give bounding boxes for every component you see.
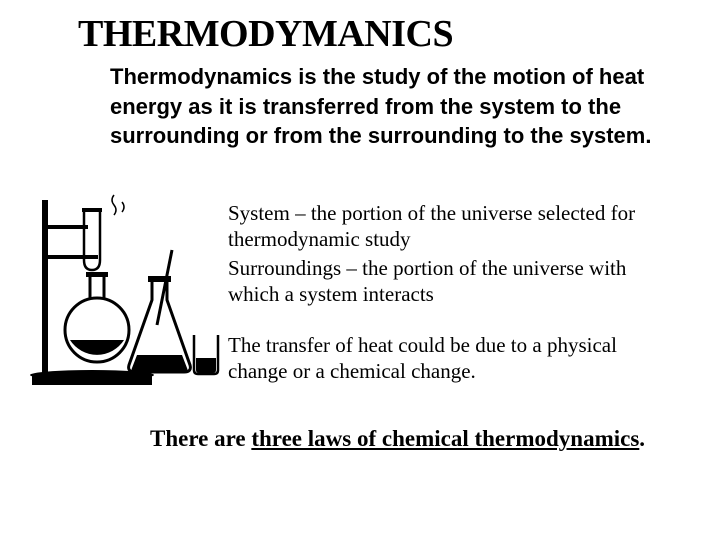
laws-statement: There are three laws of chemical thermod… bbox=[150, 426, 645, 452]
intro-paragraph: Thermodynamics is the study of the motio… bbox=[110, 62, 670, 151]
laws-suffix: . bbox=[639, 426, 645, 451]
laws-underlined: three laws of chemical thermodynamics bbox=[251, 426, 639, 451]
transfer-paragraph: The transfer of heat could be due to a p… bbox=[228, 332, 678, 385]
laws-prefix: There are bbox=[150, 426, 251, 451]
page-title: THERMODYMANICS bbox=[78, 12, 453, 56]
definition-surroundings: Surroundings – the portion of the univer… bbox=[228, 255, 678, 308]
chemistry-flasks-icon bbox=[22, 180, 222, 390]
definition-system: System – the portion of the universe sel… bbox=[228, 200, 678, 253]
definitions-block: System – the portion of the universe sel… bbox=[228, 200, 678, 309]
